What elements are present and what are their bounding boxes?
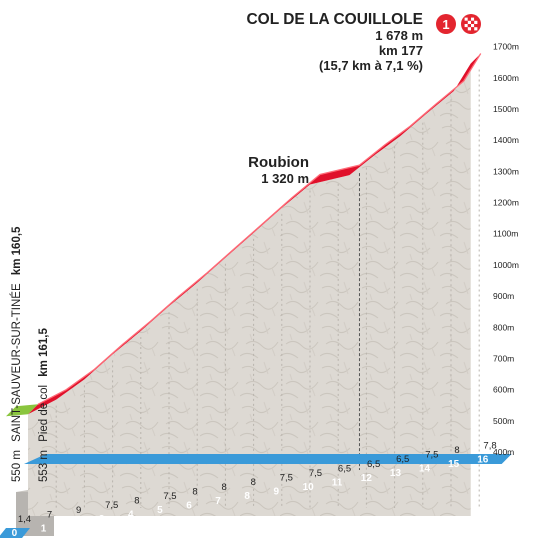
base-strip-upper — [24, 454, 512, 464]
gradient-label: 8 — [222, 482, 227, 493]
summit-km: km 177 — [379, 43, 423, 58]
y-tick-label: 1000m — [493, 260, 519, 270]
km-tick-label: 6 — [186, 500, 192, 511]
gradient-label: 8 — [251, 477, 256, 488]
km-tick-label: 4 — [128, 510, 134, 521]
intermediate-name: Roubion — [248, 154, 309, 171]
gradient-label: 7,8 — [483, 440, 496, 451]
gradient-label: 9 — [76, 505, 81, 516]
km-tick-label: 0 — [12, 528, 18, 539]
y-tick-label: 600m — [493, 385, 514, 395]
gradient-label: 7 — [47, 509, 52, 520]
km-tick-label: 9 — [274, 487, 280, 498]
y-tick-label: 900m — [493, 291, 514, 301]
checkered-flag-icon — [461, 14, 481, 34]
gradient-label: 7,5 — [309, 468, 322, 479]
gradient-label: 8 — [454, 445, 459, 456]
start-col-line: 553 m Pied de col km 161,5 — [38, 328, 50, 482]
start-segment — [6, 404, 38, 417]
gradient-label: 7,5 — [425, 450, 438, 461]
start-col-km: km 161,5 — [38, 328, 50, 377]
y-tick-label: 700m — [493, 353, 514, 363]
start-col-name: Pied de col — [38, 385, 50, 442]
gradient-label: 7,5 — [163, 491, 176, 502]
start-col-altitude: 553 m — [38, 450, 50, 482]
km-tick-label: 13 — [390, 468, 402, 479]
intermediate-altitude: 1 320 m — [261, 171, 309, 186]
gradient-label: 6,5 — [338, 463, 351, 474]
gradient-label: 7,5 — [105, 500, 118, 511]
km-tick-label: 11 — [332, 477, 343, 488]
y-tick-label: 1200m — [493, 198, 519, 208]
y-tick-label: 400m — [493, 447, 514, 457]
y-tick-label: 1100m — [493, 229, 518, 239]
km-tick-label: 5 — [157, 505, 163, 516]
base-strip-lower — [0, 528, 30, 538]
km-tick-label: 14 — [419, 464, 431, 475]
summit-altitude: 1 678 m — [375, 28, 423, 43]
km-tick-label: 16 — [477, 454, 489, 465]
category-badge-number: 1 — [442, 17, 449, 32]
gradient-label: 7,5 — [280, 473, 293, 484]
y-tick-label: 1600m — [493, 73, 519, 83]
gradient-label: 8 — [192, 486, 197, 497]
km-tick-label: 1 — [41, 523, 47, 534]
km-tick-label: 15 — [448, 459, 460, 470]
terrain-fill — [28, 63, 471, 517]
gradient-label: 8 — [134, 496, 139, 507]
climb-ribbon-highlight — [37, 53, 482, 405]
km-tick-label: 12 — [361, 473, 373, 484]
y-tick-label: 1400m — [493, 135, 519, 145]
km-tick-label: 3 — [99, 514, 105, 525]
y-tick-label: 500m — [493, 416, 514, 426]
start-town-altitude: 550 m — [11, 450, 23, 482]
gradient-label: 6,5 — [367, 459, 380, 470]
km-tick-label: 8 — [244, 491, 250, 502]
gradient-label: 1,4 — [18, 514, 31, 525]
gradient-label: 6,5 — [396, 454, 409, 465]
start-town-km: km 160,5 — [11, 226, 23, 275]
start-town-name: SAINT-SAUVEUR-SUR-TINÉE — [10, 283, 23, 442]
summit-climb-summary: (15,7 km à 7,1 %) — [319, 58, 423, 73]
summit-name: COL DE LA COUILLOLE — [246, 11, 423, 28]
y-tick-label: 1300m — [493, 166, 519, 176]
km-tick-label: 10 — [303, 482, 315, 493]
category-badge: 1 — [436, 14, 456, 34]
start-town-line: 550 m SAINT-SAUVEUR-SUR-TINÉE km 160,5 — [10, 226, 23, 482]
km-tick-label: 2 — [70, 519, 76, 530]
y-tick-label: 800m — [493, 322, 514, 332]
y-tick-label: 1700m — [493, 42, 519, 52]
km-tick-label: 7 — [215, 496, 221, 507]
y-tick-label: 1500m — [493, 104, 519, 114]
